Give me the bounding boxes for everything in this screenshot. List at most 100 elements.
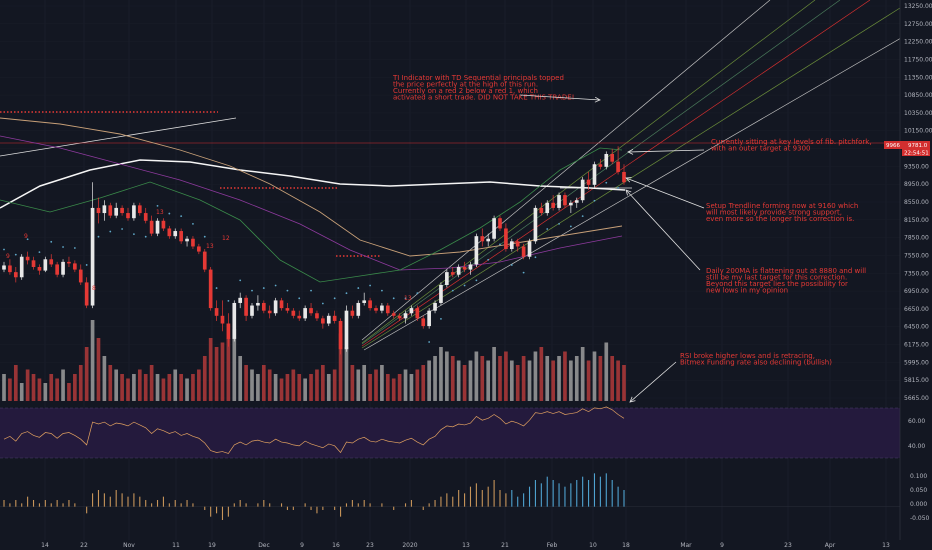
sar-dot-94 [558,222,560,225]
candle-body-59 [350,310,355,316]
candle-body-52 [309,308,313,314]
volume-bar-37 [220,342,225,401]
sar-dot-86 [510,264,513,266]
candle-body-84 [498,218,502,229]
candle-body-47 [279,300,284,309]
volume-bar-68 [403,369,408,401]
volume-bar-76 [450,356,455,401]
price-tick-6: 10350.00 [904,110,932,117]
candle-body-79 [468,264,473,270]
volume-bar-97 [574,356,579,401]
volume-bar-94 [557,356,561,401]
volume-bar-46 [273,374,278,401]
candle-body-80 [474,236,479,265]
funding-tick-2: 0.000 [910,501,927,508]
sar-dot-74 [440,317,442,320]
annotation-td: TI Indicator with TD Sequential principa… [392,74,574,102]
sar-dot-0 [3,248,5,251]
candle-body-35 [208,269,213,309]
volume-bar-9 [55,378,59,401]
candle-body-26 [155,220,160,234]
sar-dot-14 [85,264,88,266]
volume-bar-58 [344,347,349,401]
volume-bar-70 [415,369,420,401]
candle-body-51 [303,308,307,319]
candle-body-14 [84,282,89,306]
volume-bar-41 [244,365,248,401]
price-tick-18: 6450.00 [904,324,929,331]
candle-body-4 [25,256,30,261]
volume-bar-23 [137,369,142,401]
sar-dot-12 [73,247,76,249]
pitchfork-median [361,0,871,347]
candle-body-96 [569,202,573,206]
ma-purple [0,135,623,271]
time-tick-16: 9 [720,542,724,549]
sar-dot-54 [321,302,324,305]
candle-body-102 [604,153,609,167]
candle-body-94 [557,195,561,208]
candle-body-63 [374,308,378,311]
volume-bar-85 [504,351,508,401]
funding-tick-0: 0.100 [910,473,927,480]
candle-body-44 [261,302,266,311]
volume-bar-71 [421,365,426,401]
volume-bar-1 [8,378,12,401]
annotation-td-line-2: Currently on a red 2 below a red 1, whic… [393,87,538,95]
volume-bar-52 [309,374,313,401]
sar-dot-70 [416,292,419,295]
volume-bar-36 [214,347,219,401]
volume-bar-84 [498,356,502,401]
candle-body-58 [344,310,349,350]
annotation-ma-line-1: still be my last target for this correct… [706,274,847,282]
candle-body-55 [326,315,331,324]
annotation-rsi-line-0: RSI broke higher lows and is retracing, [680,352,815,360]
sar-dot-60 [357,287,360,289]
candle-body-82 [486,238,491,242]
sar-dot-22 [133,233,135,236]
volume-bar-81 [480,356,485,401]
volume-bar-103 [610,356,615,401]
candle-body-21 [126,213,130,219]
sar-dot-76 [451,289,454,292]
time-tick-5: Dec [258,542,270,549]
candle-body-39 [232,302,237,339]
time-tick-18: Apr [825,542,836,549]
candle-body-50 [297,315,302,319]
volume-bar-35 [208,338,213,401]
annotation-trend-line-1: will most likely provide strong support, [706,209,842,217]
sar-dot-56 [333,297,336,300]
time-tick-8: 23 [366,542,374,549]
sar-dot-2 [14,253,17,256]
candle-body-92 [545,202,550,214]
candle-body-101 [598,164,603,167]
ma-green [0,147,623,283]
volume-bar-101 [598,356,603,401]
candle-body-11 [67,261,71,264]
arrow-head-0 [594,96,601,103]
volume-bar-12 [73,374,77,401]
volume-bar-74 [439,347,443,401]
rsi-tick-1: 40.00 [908,443,925,450]
volume-bar-4 [25,369,30,401]
candle-body-15 [90,207,95,306]
candle-body-20 [120,207,124,214]
funding-pane [0,473,900,520]
candle-body-56 [332,315,337,321]
volume-bar-15 [90,320,95,401]
annotation-trend-line-2: even more so the longer this correction … [706,215,854,223]
candle-body-49 [291,310,296,316]
annotation-fib-line-1: with an outer target at 9300 [711,145,810,153]
volume-bar-19 [114,369,119,401]
current-price-badge: 9966 9781.0 22:54:51 [884,141,930,157]
arrow-0 [519,94,601,101]
time-tick-7: 16 [332,542,340,549]
candle-body-42 [250,305,254,316]
volume-bar-24 [143,374,148,401]
candle-body-76 [450,272,455,275]
sar-dot-34 [203,235,206,238]
candle-body-61 [362,300,367,303]
candle-body-27 [161,220,166,229]
volume-bar-78 [462,365,467,401]
